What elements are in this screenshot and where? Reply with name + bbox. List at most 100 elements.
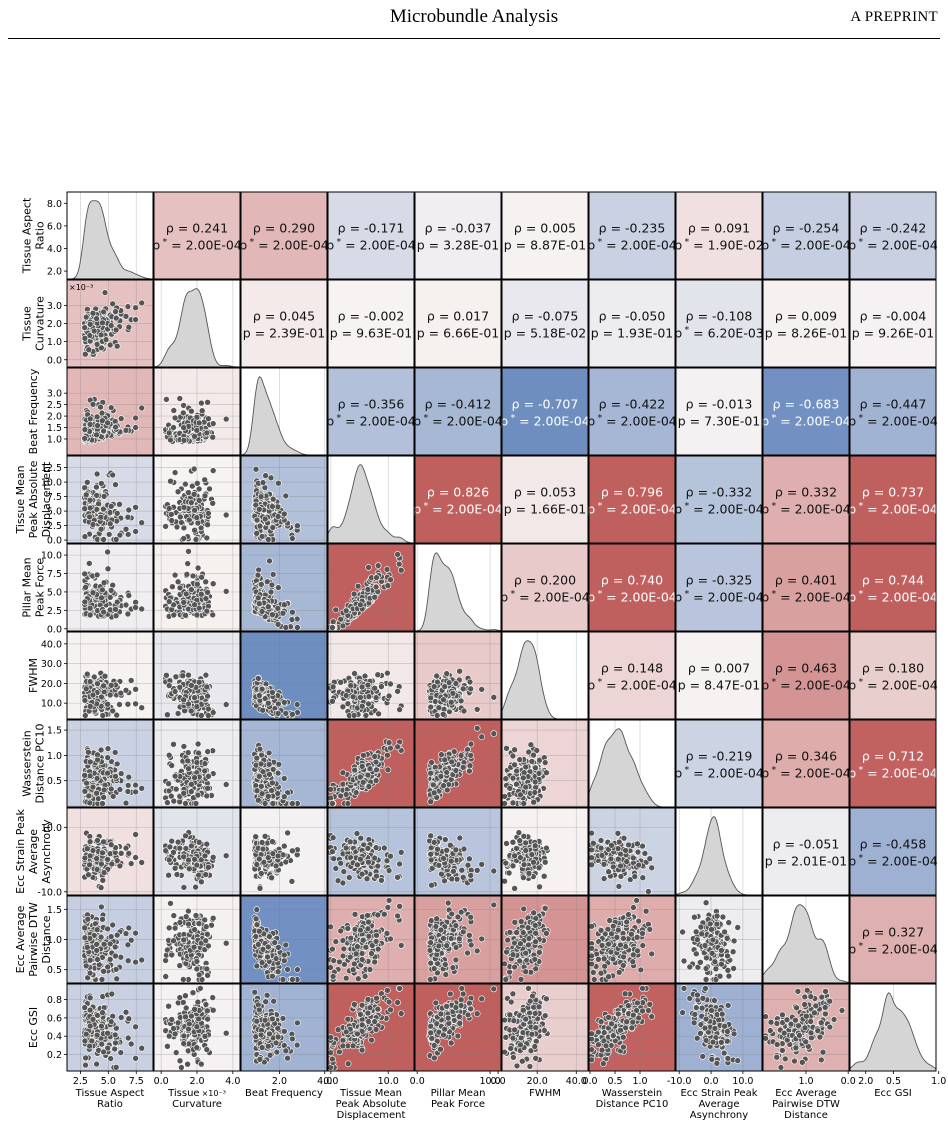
corr-p-label: p = 6.66E-01 (417, 326, 500, 341)
scatter-point (132, 424, 139, 431)
scatter-point (253, 787, 261, 795)
scatter-point (173, 871, 181, 878)
scatter-point (373, 574, 380, 581)
scatter-point (222, 781, 230, 788)
cell-plot-area (415, 544, 501, 631)
scatter-point (86, 861, 93, 869)
scatter-point (427, 769, 435, 777)
scatter-point (117, 770, 125, 777)
scatter-point (112, 326, 120, 334)
scatter-point (195, 871, 202, 879)
cell-r1-c1 (153, 279, 241, 368)
scatter-point (105, 531, 113, 538)
cell-frame (66, 455, 154, 544)
scatter-point (513, 780, 520, 788)
scatter-point (294, 522, 301, 530)
scatter-point (337, 792, 345, 800)
scatter-point (269, 571, 277, 578)
scatter-point (89, 589, 97, 597)
scatter-point (437, 772, 445, 780)
corr-rho-label: ρ = -0.235 (599, 221, 666, 236)
scatter-point (107, 841, 115, 849)
scatter-point (589, 839, 597, 847)
scatter-point (191, 506, 198, 514)
scatter-point (203, 792, 211, 800)
scatter-point (165, 780, 172, 788)
scatter-point (171, 688, 179, 695)
scatter-point (384, 669, 391, 677)
scatter-point (82, 350, 89, 358)
scatter-point (427, 703, 435, 711)
scatter-point (253, 516, 261, 524)
scatter-point (171, 414, 179, 422)
scatter-point (525, 869, 533, 877)
scatter-point (198, 399, 205, 407)
scatter-point (166, 843, 174, 851)
scatter-point (124, 513, 132, 521)
cell-r5-c1 (153, 631, 241, 720)
scatter-point (540, 872, 548, 880)
scatter-point (165, 598, 173, 605)
scatter-point (342, 791, 350, 798)
scatter-point (132, 788, 139, 796)
scatter-point (329, 624, 336, 631)
scatter-point (100, 608, 107, 616)
scatter-point (387, 680, 394, 688)
scatter-point (106, 691, 114, 699)
scatter-point (122, 312, 130, 320)
cell-r2-c0 (66, 367, 154, 456)
scatter-point (201, 760, 209, 767)
cell-plot-area (67, 720, 153, 807)
scatter-point (93, 470, 101, 478)
scatter-point (385, 867, 393, 874)
scatter-point (188, 842, 195, 850)
scatter-point (342, 692, 350, 699)
scatter-point (446, 841, 454, 849)
corr-rho-label: ρ = 0.744 (862, 573, 924, 588)
cell-plot-area (502, 808, 588, 895)
scatter-point (543, 844, 550, 852)
scatter-point (81, 854, 89, 862)
scatter-point (176, 395, 184, 402)
scatter-point (205, 509, 212, 517)
scatter-point (328, 786, 334, 793)
cell-background (67, 368, 153, 455)
cell-frame (501, 719, 589, 808)
corr-p-label: p * = 2.00E-04 (761, 502, 851, 517)
corr-p-label: p = 5.18E-02 (504, 326, 587, 341)
scatter-point (176, 584, 184, 592)
scatter-point (177, 513, 184, 521)
scatter-point (112, 423, 119, 431)
scatter-point (509, 752, 517, 760)
scatter-point (165, 429, 173, 437)
scatter-point (198, 573, 205, 581)
scatter-point (188, 407, 195, 415)
cell-frame (66, 631, 154, 720)
scatter-point (441, 683, 449, 690)
scatter-point (81, 324, 88, 331)
corr-rho-label: ρ = -0.332 (686, 485, 753, 500)
scatter-point (456, 667, 463, 675)
scatter-point (185, 765, 192, 773)
cell-plot-area (67, 544, 153, 631)
scatter-point (457, 697, 465, 705)
cell-plot-area (67, 192, 153, 279)
cell-frame (66, 719, 154, 808)
scatter-point (531, 842, 539, 850)
scatter-point (81, 435, 88, 442)
scatter-point (168, 837, 175, 845)
scatter-point (394, 551, 401, 558)
cell-background (850, 544, 936, 631)
scatter-point (209, 433, 216, 441)
cell-frame (327, 631, 415, 720)
scatter-point (264, 792, 272, 800)
scatter-point (83, 779, 90, 787)
scatter-point (194, 564, 202, 572)
corr-rho-label: ρ = 0.796 (601, 485, 663, 500)
scatter-point (117, 415, 125, 422)
cell-background (415, 368, 501, 455)
scatter-point (372, 758, 380, 766)
cell-frame (414, 543, 502, 632)
